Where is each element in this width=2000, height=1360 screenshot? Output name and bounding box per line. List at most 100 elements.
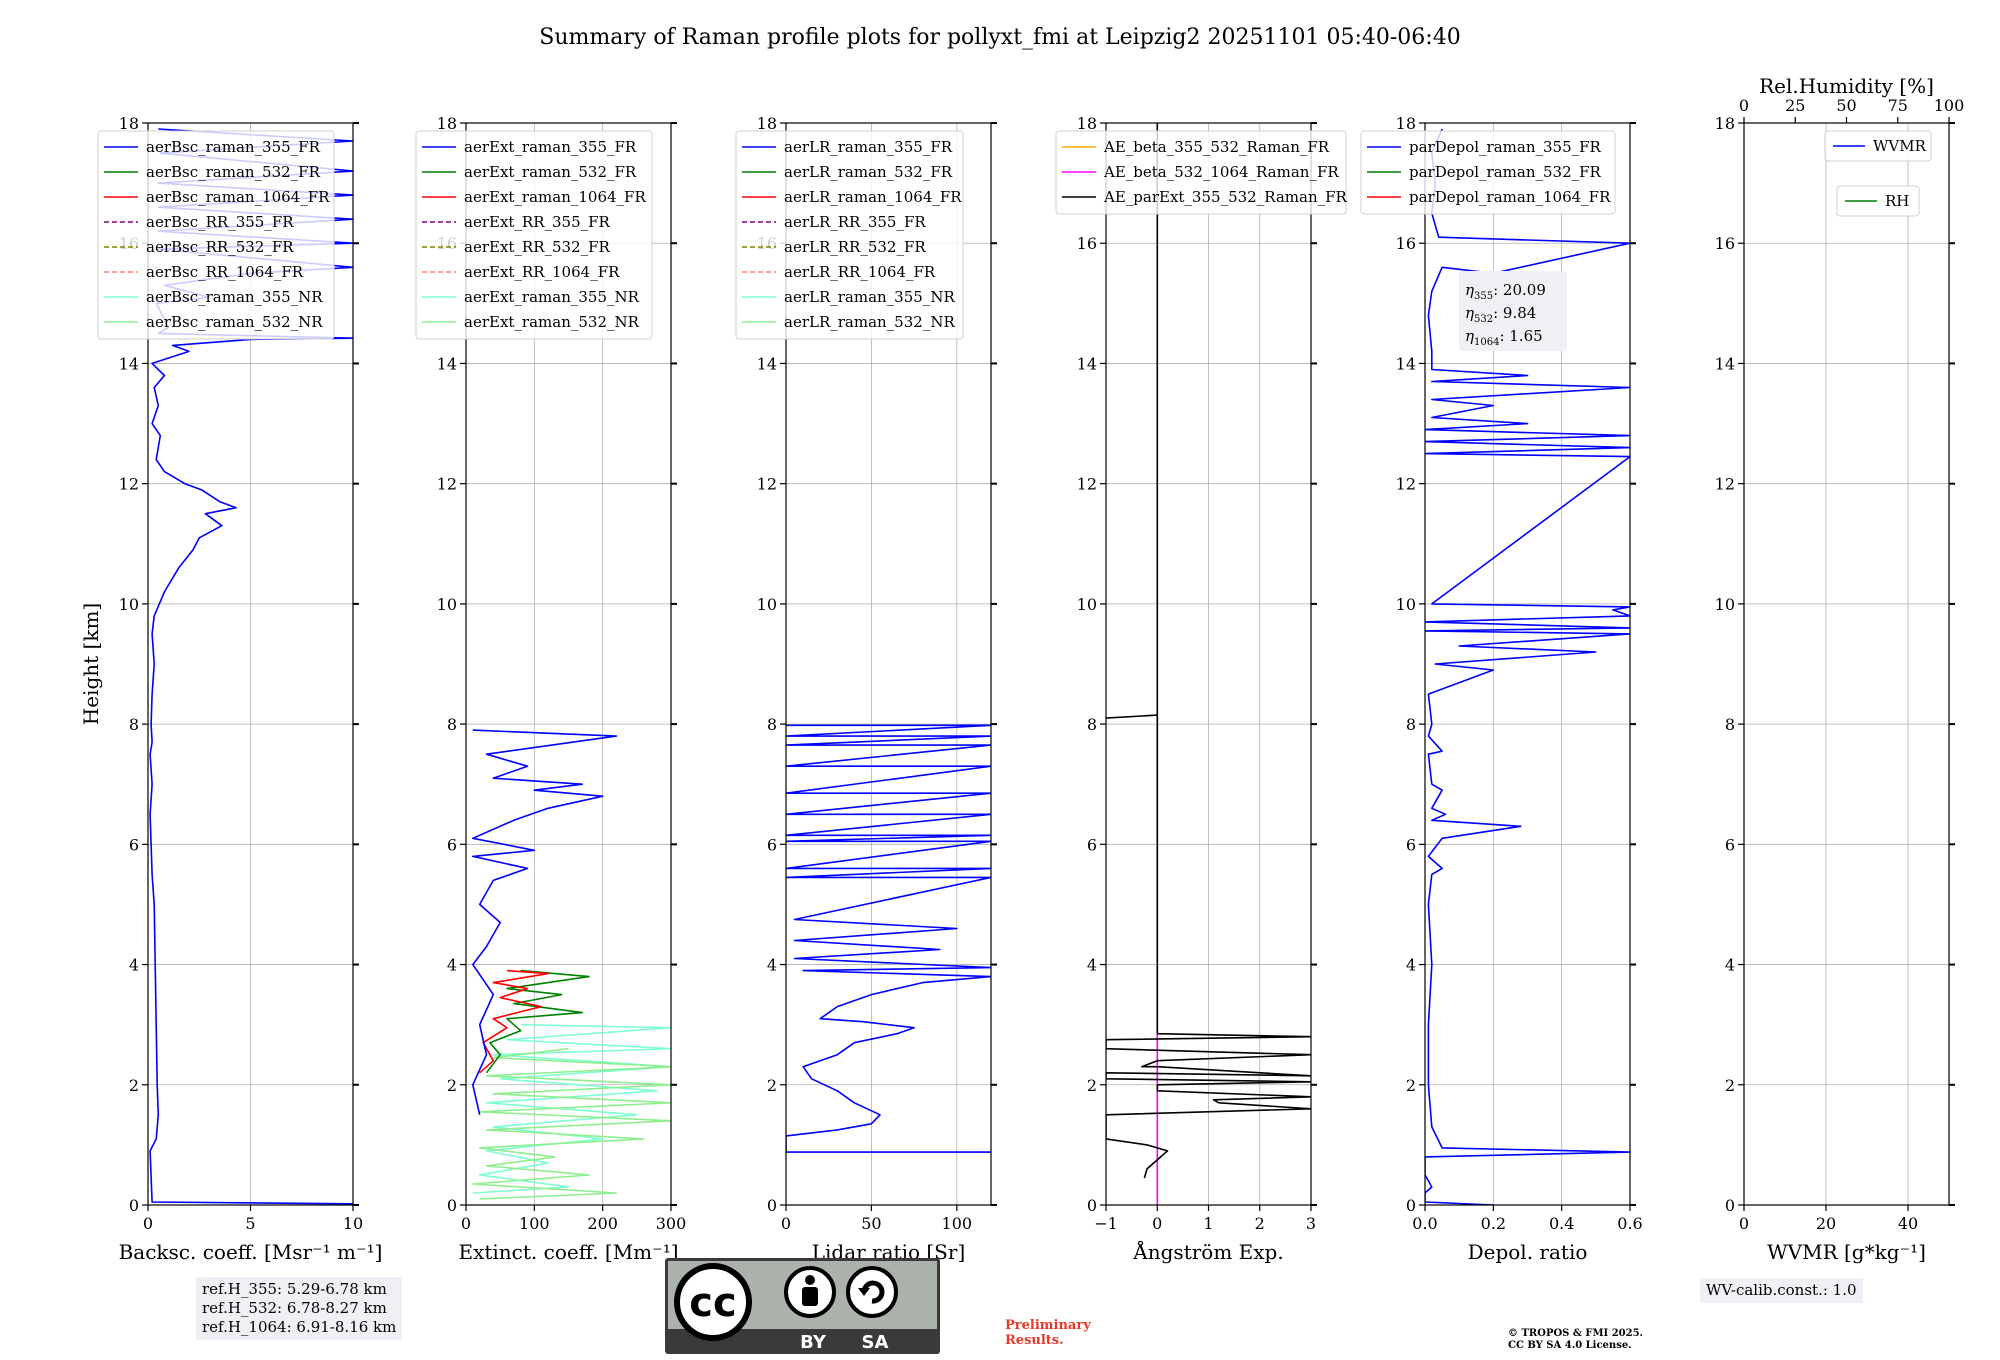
legend-entry-AE_parExt_355_532_Raman_FR: AE_parExt_355_532_Raman_FR bbox=[1103, 188, 1348, 206]
eta-symbol: η bbox=[1465, 327, 1474, 345]
legend: aerExt_raman_355_FR aerExt_raman_532_FRae… bbox=[415, 130, 653, 340]
y-tick-label: 12 bbox=[437, 475, 457, 494]
legend-entry-aerLR_raman_532_NR: aerLR_raman_532_NR bbox=[784, 313, 955, 331]
y-tick-label: 4 bbox=[1725, 956, 1735, 975]
y-tick-label: 0 bbox=[1087, 1196, 1097, 1215]
copyright-line-2: CC BY SA 4.0 License. bbox=[1508, 1340, 1632, 1351]
y-tick-label: 8 bbox=[129, 715, 139, 734]
y-tick-label: 12 bbox=[1396, 475, 1416, 494]
cc-logo-text: cc bbox=[689, 1280, 736, 1326]
x-tick-label: 0.4 bbox=[1549, 1214, 1574, 1233]
panel-bsc: 0246810121416180510Backsc. coeff. [Msr⁻¹… bbox=[79, 114, 382, 1264]
legend-frame bbox=[1824, 130, 1932, 162]
eta-value: : 20.09 bbox=[1493, 281, 1546, 299]
preliminary-results-note: Preliminary Results. bbox=[1005, 1318, 1091, 1348]
axes-frame bbox=[785, 122, 992, 1206]
legend-entry-aerExt_raman_532_NR: aerExt_raman_532_NR bbox=[464, 313, 640, 331]
y-tick-label: 12 bbox=[1077, 475, 1097, 494]
y-tick-label: 0 bbox=[447, 1196, 457, 1215]
legend-entry-AE_beta_355_532_Raman_FR: AE_beta_355_532_Raman_FR bbox=[1103, 138, 1330, 156]
eta-subscript: 1064 bbox=[1474, 337, 1499, 348]
top-x-tick-label: 75 bbox=[1888, 96, 1908, 115]
y-tick-label: 10 bbox=[1077, 595, 1097, 614]
y-tick-label: 18 bbox=[1715, 114, 1735, 133]
legend-entry-aerBsc_raman_532_FR: aerBsc_raman_532_FR bbox=[146, 163, 321, 181]
y-tick-label: 18 bbox=[1396, 114, 1416, 133]
series-line-aerLR_raman_355_FR bbox=[786, 724, 991, 1153]
y-tick-label: 10 bbox=[757, 595, 777, 614]
x-tick-label: 20 bbox=[1816, 1214, 1836, 1233]
x-tick-label: 0 bbox=[143, 1214, 153, 1233]
figure-title: Summary of Raman profile plots for polly… bbox=[539, 25, 1460, 50]
y-tick-label: 6 bbox=[447, 835, 457, 854]
legend-entry-aerExt_raman_532_FR: aerExt_raman_532_FR bbox=[464, 163, 637, 181]
x-tick-label: 0 bbox=[1739, 1214, 1749, 1233]
y-tick-label: 14 bbox=[1396, 354, 1416, 373]
panel-depol: 0 2 4 6 8 10 12 14 16 18 0.0 0.2 0.4 0.6 Depol. ratio p… bbox=[1360, 114, 1643, 1264]
legend-frame bbox=[415, 130, 653, 340]
ref-h-1064: ref.H_1064: 6.91-8.16 km bbox=[202, 1318, 397, 1336]
sa-share-alike-icon bbox=[846, 1266, 898, 1318]
series-line-aerExt_raman_355_FR bbox=[471, 729, 618, 1115]
y-tick-label: 16 bbox=[1077, 234, 1097, 253]
legend-entry-aerLR_raman_355_NR: aerLR_raman_355_NR bbox=[784, 288, 955, 306]
panel-lr: 024681012141618050100Lidar ratio [Sr]aer… bbox=[735, 114, 997, 1264]
y-tick-label: 16 bbox=[1396, 234, 1416, 253]
legend-entry-aerBsc_raman_1064_FR: aerBsc_raman_1064_FR bbox=[146, 188, 330, 206]
legend: aerLR_raman_355_FR aerLR_raman_532_FR aerL… bbox=[735, 130, 964, 340]
x-axis-label: Ångström Exp. bbox=[1132, 1239, 1283, 1264]
legend-entry-aerExt_raman_355_FR: aerExt_raman_355_FR bbox=[464, 138, 637, 156]
x-tick-label: 2 bbox=[1255, 1214, 1265, 1233]
y-tick-label: 8 bbox=[447, 715, 457, 734]
y-tick-label: 2 bbox=[447, 1076, 457, 1095]
x-tick-label: 0 bbox=[461, 1214, 471, 1233]
legend-frame bbox=[735, 130, 964, 340]
y-tick-label: 0 bbox=[1406, 1196, 1416, 1215]
legend-entry-aerBsc_raman_355_FR: aerBsc_raman_355_FR bbox=[146, 138, 321, 156]
badge-by-text: BY bbox=[800, 1332, 827, 1353]
y-tick-label: 8 bbox=[1406, 715, 1416, 734]
top-x-tick-label: 100 bbox=[1934, 96, 1965, 115]
legend-entry-parDepol_raman_355_FR: parDepol_raman_355_FR bbox=[1409, 138, 1602, 156]
legend: aerBsc_raman_355_FR aerBsc_raman_532_FRae… bbox=[97, 130, 335, 340]
series-line-aerExt_raman_1064_FR bbox=[479, 969, 549, 1074]
cc-by-sa-badge: cc BY SA bbox=[665, 1258, 940, 1354]
axes-frame bbox=[1743, 122, 1950, 1206]
legend-entry-parDepol_raman_532_FR: parDepol_raman_532_FR bbox=[1409, 163, 1602, 181]
y-tick-label: 2 bbox=[1087, 1076, 1097, 1095]
legend-frame bbox=[1055, 130, 1347, 215]
y-tick-label: 8 bbox=[767, 715, 777, 734]
y-tick-label: 18 bbox=[437, 114, 457, 133]
legend-entry-aerExt_raman_355_NR: aerExt_raman_355_NR bbox=[464, 288, 640, 306]
y-tick-label: 0 bbox=[129, 1196, 139, 1215]
series-line-AE_parExt_355_532_Raman_FR bbox=[1106, 123, 1311, 1179]
eta-value: : 9.84 bbox=[1493, 304, 1536, 322]
top-x-tick-label: 25 bbox=[1785, 96, 1805, 115]
y-tick-label: 2 bbox=[1406, 1076, 1416, 1095]
legend-entry-aerLR_raman_1064_FR: aerLR_raman_1064_FR bbox=[784, 188, 962, 206]
y-tick-label: 12 bbox=[119, 475, 139, 494]
x-tick-label: 1 bbox=[1203, 1214, 1213, 1233]
x-tick-label: 10 bbox=[343, 1214, 363, 1233]
eta-subscript: 355 bbox=[1474, 291, 1493, 302]
eta-355: η355: 20.09 bbox=[1465, 281, 1546, 302]
ref-h-355: ref.H_355: 5.29-6.78 km bbox=[202, 1280, 387, 1298]
legend-entry-aerLR_raman_532_FR: aerLR_raman_532_FR bbox=[784, 163, 953, 181]
series-group bbox=[786, 724, 991, 1153]
top-x-tick-label: 50 bbox=[1836, 96, 1856, 115]
legend: WVMR RH bbox=[1824, 130, 1932, 217]
preliminary-line-1: Preliminary bbox=[1005, 1318, 1091, 1333]
x-tick-label: 0.6 bbox=[1617, 1214, 1642, 1233]
ref-h-532: ref.H_532: 6.78-8.27 km bbox=[202, 1299, 387, 1317]
reference-height-box: ref.H_355: 5.29-6.78 km ref.H_532: 6.78-… bbox=[196, 1277, 403, 1340]
copyright-line-1: © TROPOS & FMI 2025. bbox=[1508, 1328, 1644, 1339]
legend-entry-aerLR_RR_1064_FR: aerLR_RR_1064_FR bbox=[784, 263, 936, 281]
series-line-parDepol_raman_355_FR bbox=[1425, 128, 1630, 1205]
series-group bbox=[1106, 123, 1311, 1205]
y-tick-label: 10 bbox=[119, 595, 139, 614]
legend-entry-aerBsc_raman_355_NR: aerBsc_raman_355_NR bbox=[146, 288, 323, 306]
legend-entry-aerExt_RR_355_FR: aerExt_RR_355_FR bbox=[464, 213, 611, 231]
